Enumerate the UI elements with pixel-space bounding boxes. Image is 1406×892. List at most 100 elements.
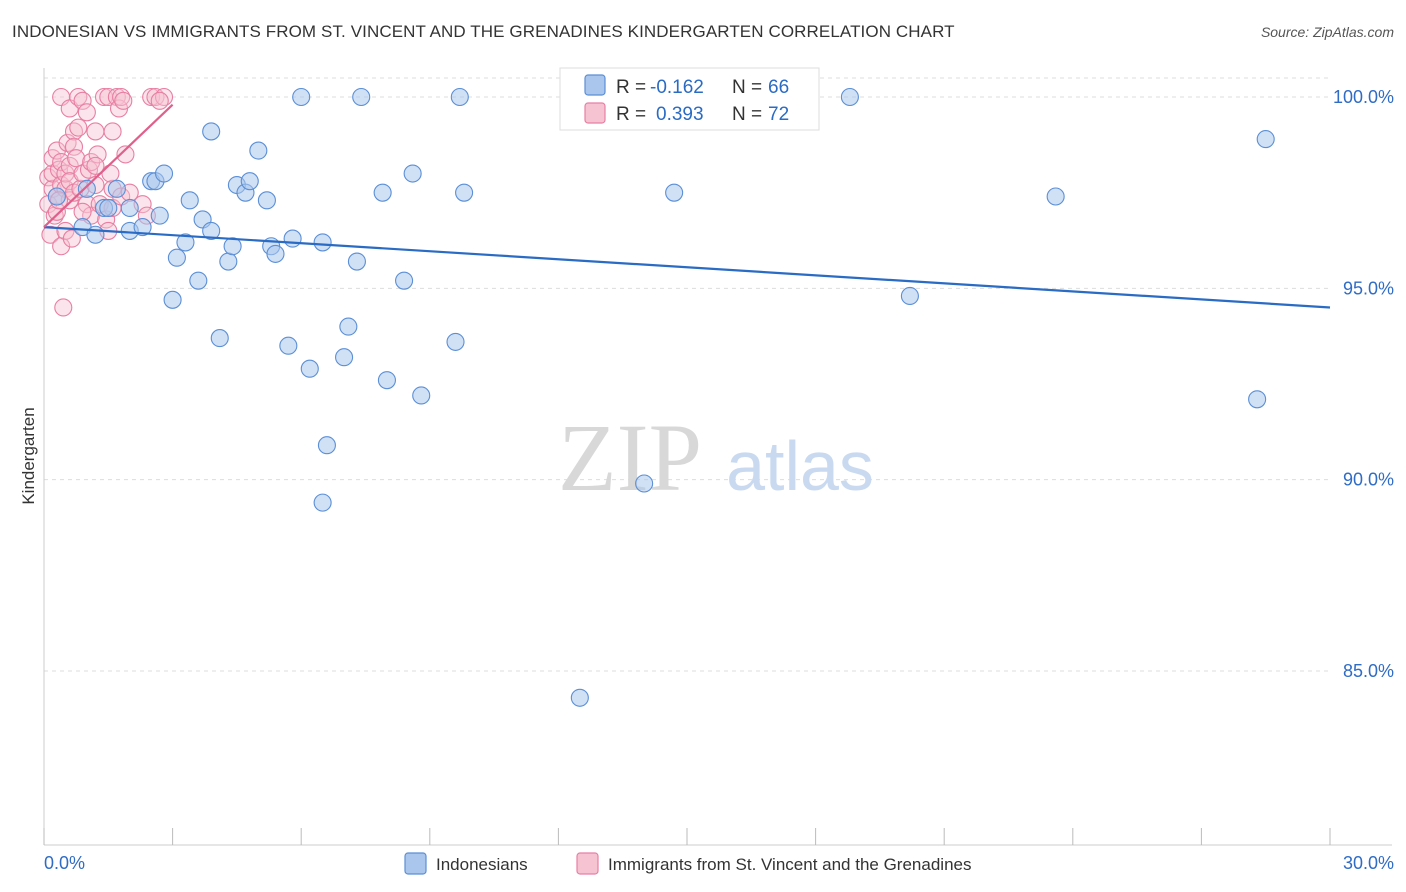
x-tick-label-0: 0.0%: [44, 853, 85, 873]
indonesians-point-37: [313, 233, 332, 252]
indonesians-point-50: [455, 183, 474, 202]
bottom-legend: Indonesians Immigrants from St. Vincent …: [404, 852, 971, 875]
stats-n-value-1: 66: [768, 77, 789, 98]
indonesians-point-31: [266, 244, 285, 263]
indonesians-point-42: [352, 87, 371, 107]
watermark-zip: ZIP: [558, 404, 702, 511]
watermark-atlas: atlas: [726, 427, 874, 505]
y-tick-label-0: 85.0%: [1343, 661, 1394, 681]
indonesians-point-41: [347, 252, 366, 271]
indonesians-point-20: [202, 221, 221, 240]
indonesians-point-47: [412, 386, 431, 405]
indonesians-point-44: [377, 371, 396, 390]
indonesians-point-34: [292, 87, 311, 107]
immigrants-point-15: [54, 298, 73, 317]
indonesians-point-57: [1248, 390, 1267, 409]
indonesians-point-56: [1046, 187, 1065, 206]
immigrants-point-63: [62, 229, 81, 248]
indonesians-point-6: [107, 179, 126, 198]
immigrants-point-13: [52, 153, 71, 172]
indonesians-point-48: [446, 332, 465, 351]
indonesians-point-45: [395, 271, 414, 290]
chart-title: INDONESIAN VS IMMIGRANTS FROM ST. VINCEN…: [12, 22, 955, 41]
indonesians-point-2: [77, 179, 96, 198]
indonesians-point-27: [240, 172, 259, 191]
indonesians-point-32: [279, 336, 298, 355]
indonesians-point-53: [665, 183, 684, 202]
immigrants-point-8: [47, 141, 66, 160]
immigrants-point-38: [86, 122, 105, 141]
immigrants-trend-line: [43, 103, 174, 228]
x-tick-label-1: 30.0%: [1343, 853, 1394, 873]
y-axis-label: Kindergarten: [19, 407, 38, 504]
legend-label-immigrants: Immigrants from St. Vincent and the Gren…: [608, 855, 971, 874]
stats-swatch-pink: [584, 102, 606, 124]
legend-swatch-indonesians: [404, 852, 427, 875]
indonesians-point-14: [163, 290, 182, 309]
immigrants-point-18: [56, 221, 75, 240]
indonesians-point-16: [176, 233, 195, 252]
indonesians-point-55: [900, 286, 919, 306]
stats-r-label-2: R =: [616, 104, 646, 125]
indonesians-point-51: [570, 688, 589, 707]
immigrants-point-66: [150, 91, 169, 110]
stats-n-value-2: 72: [768, 104, 789, 125]
indonesians-point-49: [450, 87, 469, 107]
series-indonesians-points: [47, 87, 1275, 707]
legend-swatch-immigrants: [576, 852, 599, 875]
indonesians-point-17: [180, 191, 199, 210]
trend-lines: [43, 103, 1331, 309]
watermark: ZIP atlas: [558, 404, 874, 511]
indonesians-point-35: [300, 359, 319, 378]
indonesians-point-36: [313, 493, 332, 512]
immigrants-point-61: [73, 202, 92, 221]
immigrants-point-60: [86, 156, 105, 175]
indonesians-point-15: [167, 248, 186, 267]
immigrants-point-2: [41, 225, 60, 244]
indonesians-point-38: [317, 436, 336, 455]
stats-r-value-1: -0.162: [650, 77, 704, 98]
immigrants-point-29: [69, 118, 88, 137]
indonesians-point-40: [339, 317, 358, 336]
immigrants-point-62: [101, 164, 120, 183]
stats-r-label-1: R =: [616, 77, 646, 98]
indonesians-point-21: [202, 122, 221, 141]
indonesians-point-39: [335, 348, 354, 367]
indonesians-point-52: [635, 474, 654, 493]
y-tick-label-3: 100.0%: [1333, 87, 1394, 107]
immigrants-point-65: [114, 91, 133, 110]
indonesians-point-28: [249, 141, 268, 160]
immigrants-point-53: [116, 145, 135, 164]
stats-swatch-blue: [584, 74, 606, 96]
indonesians-point-58: [1256, 130, 1275, 149]
immigrants-point-26: [64, 137, 84, 156]
source-label: Source: ZipAtlas.com: [1260, 24, 1394, 40]
indonesians-point-0: [47, 187, 66, 206]
immigrants-point-40: [88, 145, 107, 164]
immigrants-point-48: [103, 122, 122, 141]
immigrants-point-34: [77, 103, 96, 122]
tick-labels: 85.0% 90.0% 95.0% 100.0% 0.0% 30.0%: [44, 87, 1394, 873]
y-tick-label-2: 95.0%: [1343, 278, 1394, 298]
stats-legend: R = -0.162 N = 66 R = 0.393 N = 72: [559, 67, 820, 131]
indonesians-point-5: [99, 198, 118, 218]
legend-label-indonesians: Indonesians: [436, 855, 528, 874]
indonesians-point-33: [283, 229, 302, 248]
indonesians-point-13: [154, 164, 174, 183]
stats-n-label-1: N =: [732, 77, 762, 98]
immigrants-point-57: [142, 87, 161, 107]
stats-r-value-2: 0.393: [656, 104, 704, 125]
indonesians-point-9: [133, 218, 152, 237]
indonesians-point-3: [86, 225, 105, 244]
indonesians-point-54: [840, 87, 859, 107]
indonesians-point-24: [223, 237, 242, 256]
immigrants-point-32: [73, 91, 92, 110]
indonesians-point-8: [120, 198, 139, 218]
axes: [43, 68, 1392, 846]
indonesians-point-43: [373, 183, 392, 202]
indonesians-point-12: [150, 206, 169, 225]
indonesians-trend-line: [43, 226, 1331, 309]
grid-lines: [44, 77, 1330, 672]
indonesians-point-46: [403, 164, 422, 183]
y-tick-label-1: 90.0%: [1343, 470, 1394, 490]
